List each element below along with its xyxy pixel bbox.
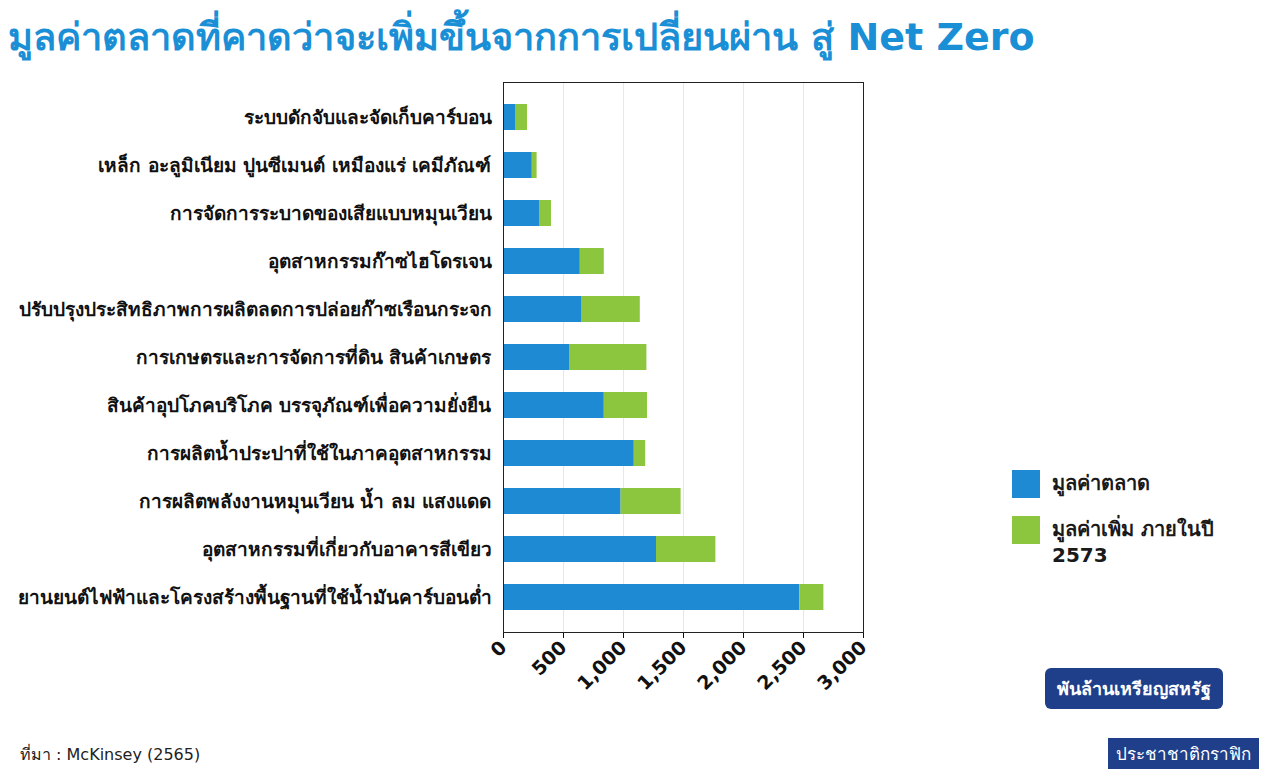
html-text:ประชาชาติกราฟิก: ประชาชาติกราฟิก	[1116, 744, 1251, 764]
svg-text:1,000: 1,000	[573, 636, 631, 694]
html-text:มูลค่าเพิ่ม ภายในปี 2573: มูลค่าเพิ่ม ภายในปี 2573	[1052, 517, 1214, 567]
svg-text:สินค้าอุปโภคบริโภค บรรจุภัณฑ์เ: สินค้าอุปโภคบริโภค บรรจุภัณฑ์เพื่อความยั…	[107, 392, 492, 418]
svg-text:2,000: 2,000	[693, 636, 751, 694]
svg-text:ระบบดักจับและจัดเก็บคาร์บอน: ระบบดักจับและจัดเก็บคาร์บอน	[244, 105, 492, 128]
svg-text:การผลิตน้ำประปาที่ใช้ในภาคอุตส: การผลิตน้ำประปาที่ใช้ในภาคอุตสาหกรรม	[147, 439, 492, 466]
svg-text:เหล็ก อะลูมิเนียม ปูนซีเมนต์ เ: เหล็ก อะลูมิเนียม ปูนซีเมนต์ เหมืองแร่ เ…	[98, 153, 491, 178]
svg-text:ปรับปรุงประสิทธิภาพการผลิตลดกา: ปรับปรุงประสิทธิภาพการผลิตลดการปล่อยก๊าซ…	[19, 298, 492, 322]
svg-text:การเกษตรและการจัดการที่ดิน สิน: การเกษตรและการจัดการที่ดิน สินค้าเกษตร	[136, 344, 493, 368]
svg-text:1,500: 1,500	[633, 636, 691, 694]
html-text:มูลค่าตลาดที่คาดว่าจะเพิ่มขึ้น: มูลค่าตลาดที่คาดว่าจะเพิ่มขึ้นจากการเปลี…	[8, 15, 1035, 59]
svg-text:อุตสาหกรรมที่เกี่ยวกับอาคารสีเ: อุตสาหกรรมที่เกี่ยวกับอาคารสีเขียว	[202, 536, 492, 562]
svg-text:2,500: 2,500	[753, 636, 811, 694]
html-text:พันล้านเหรียญสหรัฐ: พันล้านเหรียญสหรัฐ	[1057, 678, 1211, 699]
svg-text:อุตสาหกรรมก๊าซไฮโดรเจน: อุตสาหกรรมก๊าซไฮโดรเจน	[268, 250, 492, 274]
html-text:ที่มา : McKinsey (2565): ที่มา : McKinsey (2565)	[20, 745, 201, 764]
svg-text:การผลิตพลังงานหมุนเวียน น้ำ ลม: การผลิตพลังงานหมุนเวียน น้ำ ลม แสงแดด	[139, 487, 492, 514]
svg-text:การจัดการระบาดของเสียแบบหมุนเว: การจัดการระบาดของเสียแบบหมุนเวียน	[170, 202, 492, 226]
svg-text:3,000: 3,000	[813, 636, 871, 694]
svg-text:ยานยนต์ไฟฟ้าและโครงสร้างพื้นฐา: ยานยนต์ไฟฟ้าและโครงสร้างพื้นฐานที่ใช้น้ำ…	[18, 583, 492, 611]
svg-text:0: 0	[486, 636, 511, 661]
svg-text:500: 500	[527, 636, 571, 680]
html-text:มูลค่าตลาด: มูลค่าตลาด	[1052, 471, 1150, 495]
